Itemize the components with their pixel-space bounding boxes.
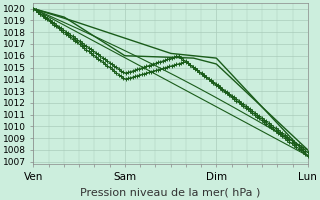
X-axis label: Pression niveau de la mer( hPa ): Pression niveau de la mer( hPa ) <box>80 187 261 197</box>
